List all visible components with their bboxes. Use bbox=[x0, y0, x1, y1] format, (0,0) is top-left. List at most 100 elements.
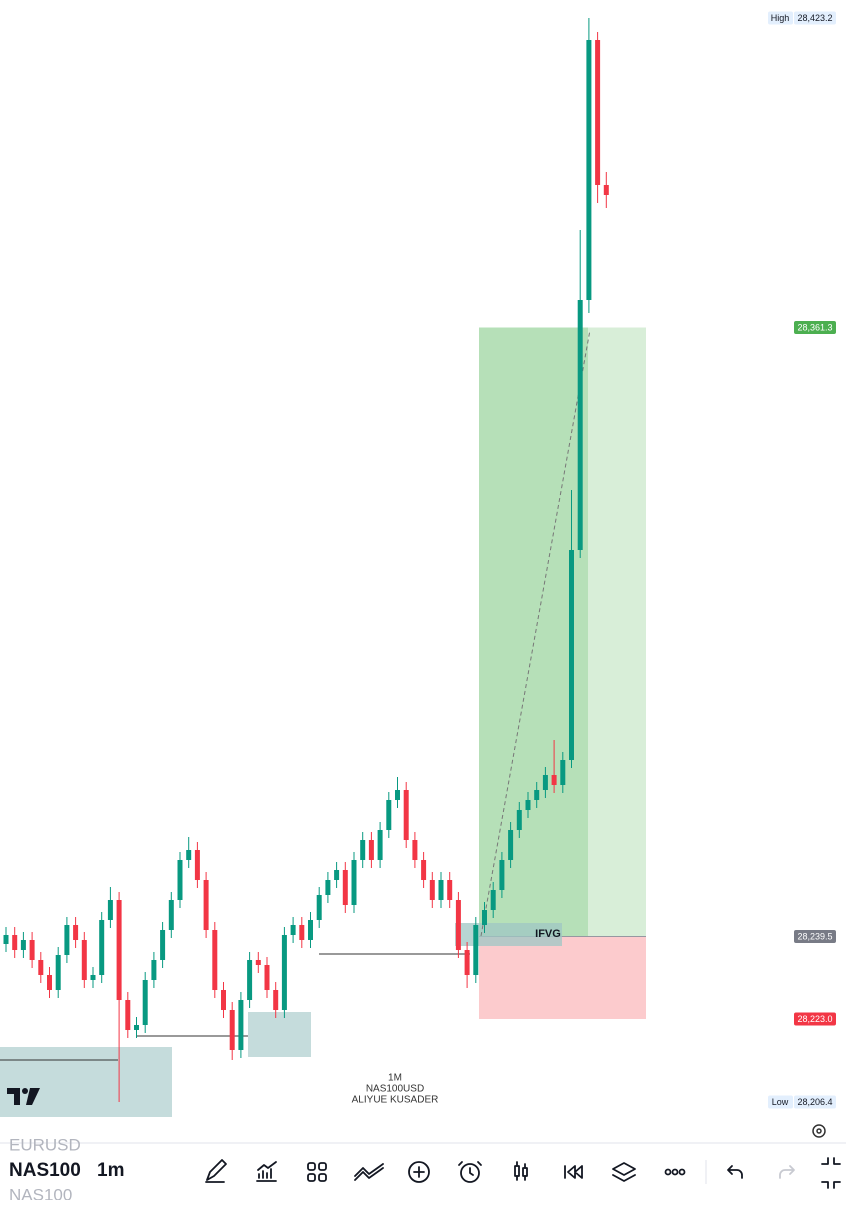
price-label: 28,361.3 bbox=[797, 322, 832, 332]
candle-body bbox=[38, 960, 44, 975]
layers-icon[interactable] bbox=[612, 1162, 636, 1182]
price-label: 28,423.2 bbox=[797, 13, 832, 23]
zone bbox=[248, 1012, 311, 1057]
candle-body bbox=[160, 930, 166, 960]
candle-body bbox=[525, 800, 531, 810]
position-tool bbox=[479, 327, 646, 1019]
replay-icon[interactable] bbox=[564, 1165, 583, 1179]
candle-body bbox=[534, 790, 540, 800]
candle-body bbox=[3, 935, 9, 944]
watermark: NAS100USD bbox=[366, 1084, 424, 1095]
candle-body bbox=[99, 920, 105, 975]
candle-body bbox=[516, 810, 522, 830]
candle-body bbox=[360, 840, 366, 860]
candle-body bbox=[551, 775, 557, 785]
candle-body bbox=[577, 300, 583, 550]
candle-body bbox=[194, 850, 200, 880]
redo-icon[interactable] bbox=[779, 1165, 795, 1179]
logo bbox=[7, 1088, 40, 1105]
add-icon[interactable] bbox=[408, 1161, 430, 1183]
candle-body bbox=[247, 960, 253, 1000]
candle-body bbox=[273, 990, 279, 1010]
price-label-box bbox=[794, 321, 836, 334]
candle-body bbox=[603, 185, 609, 195]
symbol-prev[interactable]: EURUSD bbox=[9, 1135, 81, 1154]
candle-body bbox=[20, 940, 26, 950]
candle-body bbox=[499, 860, 505, 890]
candle-body bbox=[490, 890, 496, 910]
price-label: 28,206.4 bbox=[797, 1097, 832, 1107]
candle-icon[interactable] bbox=[514, 1161, 528, 1181]
candle-body bbox=[421, 860, 427, 880]
candle-body bbox=[107, 900, 113, 920]
candle-body bbox=[464, 950, 470, 975]
candle-body bbox=[134, 1025, 139, 1030]
symbol-next[interactable]: NAS100 bbox=[9, 1185, 72, 1204]
price-label-box bbox=[794, 1012, 836, 1026]
candle-body bbox=[221, 990, 226, 1010]
candle-body bbox=[64, 925, 70, 955]
candle-body bbox=[595, 40, 601, 185]
price-label-box bbox=[794, 1095, 836, 1109]
dashed-line bbox=[480, 329, 591, 937]
candle-body bbox=[438, 880, 444, 900]
candle-body bbox=[429, 880, 435, 900]
candle-body bbox=[569, 550, 574, 760]
watermark: 1M bbox=[388, 1073, 402, 1084]
price-axis: 28,423.2 High 28,361.3 28,239.5 28,223.0 28,2… bbox=[768, 11, 836, 1109]
draw-icon[interactable] bbox=[205, 1159, 227, 1183]
candle-body bbox=[542, 775, 548, 790]
symbol[interactable]: NAS100 bbox=[9, 1160, 81, 1181]
candle-body bbox=[560, 760, 566, 785]
candle-body bbox=[412, 840, 418, 860]
candle-body bbox=[377, 830, 383, 860]
price-tag: High bbox=[771, 13, 790, 23]
candle-body bbox=[447, 880, 453, 900]
watermark: ALIYUE KUSADER bbox=[352, 1095, 439, 1106]
annotation: IFVG bbox=[535, 928, 561, 940]
more-icon[interactable] bbox=[664, 1168, 686, 1176]
candle-body bbox=[473, 925, 479, 975]
candle-body bbox=[177, 860, 183, 900]
candle-body bbox=[281, 935, 287, 1010]
fullscreen-icon[interactable] bbox=[821, 1157, 841, 1189]
price-tag: Low bbox=[772, 1097, 789, 1107]
candle-body bbox=[238, 1000, 244, 1050]
candle-body bbox=[508, 830, 514, 860]
candle-body bbox=[368, 840, 374, 860]
candle-body bbox=[586, 40, 592, 300]
candle-body bbox=[342, 870, 348, 905]
candle-body bbox=[90, 975, 96, 980]
candle-body bbox=[455, 900, 461, 950]
candle-body bbox=[151, 960, 157, 980]
compare-icon[interactable] bbox=[354, 1163, 384, 1181]
candle-body bbox=[316, 895, 322, 920]
loss-zone bbox=[479, 936, 646, 1019]
layouts-icon[interactable] bbox=[307, 1162, 327, 1182]
ifvg-zone bbox=[455, 923, 562, 946]
candle-body bbox=[212, 930, 218, 990]
candle-body bbox=[308, 920, 313, 940]
candle-body bbox=[12, 935, 18, 950]
candle-body bbox=[264, 965, 270, 990]
candle-body bbox=[386, 800, 392, 830]
candle-body bbox=[290, 925, 296, 935]
candle-body bbox=[55, 955, 61, 990]
candle-body bbox=[334, 870, 340, 880]
candle-body bbox=[73, 925, 79, 940]
indicators-icon[interactable] bbox=[256, 1161, 277, 1182]
settings-icon[interactable] bbox=[812, 1124, 826, 1138]
interval[interactable]: 1m bbox=[97, 1160, 124, 1181]
candle-body bbox=[351, 860, 357, 905]
candle-body bbox=[116, 900, 122, 1000]
price-tag-box bbox=[768, 1095, 793, 1109]
undo-icon[interactable] bbox=[727, 1165, 743, 1179]
candle-body bbox=[125, 1000, 131, 1030]
alert-icon[interactable] bbox=[458, 1161, 482, 1183]
price-label: 28,223.0 bbox=[797, 1014, 832, 1024]
candle-body bbox=[168, 900, 174, 930]
candle-body bbox=[81, 940, 87, 980]
candle-body bbox=[203, 880, 209, 930]
candle-body bbox=[403, 790, 409, 840]
